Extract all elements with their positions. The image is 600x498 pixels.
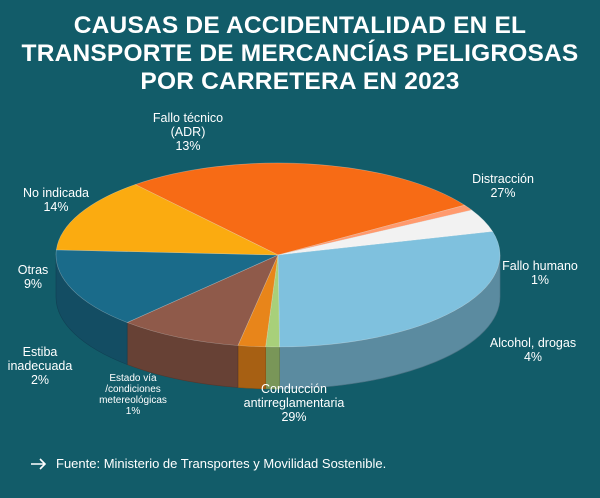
slice-value-0: 27% — [490, 186, 515, 200]
arrow-right-icon — [31, 457, 47, 470]
slice-name-4: Estado vía — [109, 373, 157, 384]
slice-name-3: antirreglamentaria — [244, 396, 345, 410]
pie-slice-7 — [55, 249, 279, 323]
slice-name-4: /condiciones — [105, 384, 161, 395]
slice-name-4: metereológicas — [99, 395, 167, 406]
slice-label-8: Fallo técnico(ADR)13% — [153, 111, 223, 153]
slice-name-6: Otras — [18, 263, 49, 277]
slice-value-1: 1% — [531, 273, 549, 287]
pie-slice-0 — [134, 162, 466, 256]
pie-slice-8 — [56, 184, 279, 256]
slice-value-3: 29% — [281, 410, 306, 424]
pie-slices — [55, 162, 501, 348]
title-line-1: CAUSAS DE ACCIDENTALIDAD EN EL — [73, 12, 527, 39]
pie-slice-2 — [277, 209, 494, 256]
slice-value-2: 4% — [524, 350, 542, 364]
pie-slice-3 — [277, 231, 501, 348]
slice-name-2: Alcohol, drogas — [490, 336, 576, 350]
chart-title: CAUSAS DE ACCIDENTALIDAD EN EL TRANSPORT… — [0, 12, 600, 96]
title-line-3: POR CARRETERA EN 2023 — [140, 68, 460, 95]
slice-value-4: 1% — [126, 406, 141, 417]
slice-name-8: (ADR) — [171, 125, 206, 139]
source-note: Fuente: Ministerio de Transportes y Movi… — [30, 456, 386, 471]
slice-value-6: 9% — [24, 277, 42, 291]
pie-slice-5 — [237, 254, 279, 348]
pie-slice-4 — [265, 254, 280, 348]
title-line-2: TRANSPORTE DE MERCANCÍAS PELIGROSAS — [21, 40, 579, 67]
slice-name-3: Conducción — [261, 382, 327, 396]
slice-value-7: 14% — [43, 200, 68, 214]
pie-slice-1 — [277, 204, 473, 256]
slice-name-5: Estiba — [23, 345, 58, 359]
slice-name-0: Distracción — [472, 172, 534, 186]
slice-name-7: No indicada — [23, 186, 89, 200]
source-text: Fuente: Ministerio de Transportes y Movi… — [56, 456, 387, 471]
slice-name-8: Fallo técnico — [153, 111, 223, 125]
slice-name-5: inadecuada — [8, 359, 73, 373]
slice-value-8: 13% — [175, 139, 200, 153]
slice-name-1: Fallo humano — [502, 259, 578, 273]
pie-slice-6 — [126, 254, 279, 346]
slice-value-5: 2% — [31, 373, 49, 387]
